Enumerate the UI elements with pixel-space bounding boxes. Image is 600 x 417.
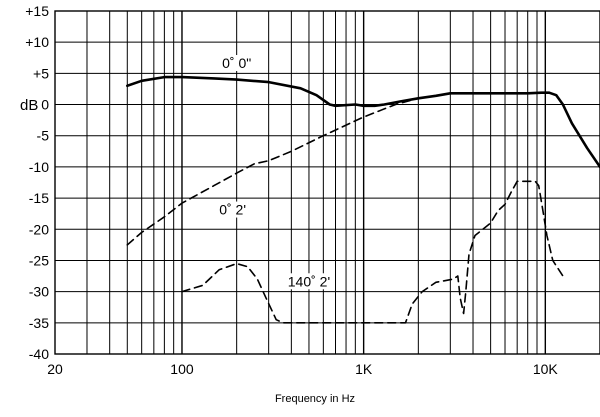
x-tick-label: 20 [47,361,63,377]
series-line [126,75,600,169]
y-tick-label: -40 [29,346,49,362]
x-axis-label: Frequency in Hz [275,393,355,405]
y-tick-label: 0 [41,97,49,113]
y-tick-label: -25 [29,252,49,268]
y-tick-label: +15 [25,3,49,19]
x-tick-label: 1K [355,361,373,377]
x-tick-label: 100 [170,361,194,377]
y-tick-label: +5 [33,65,49,81]
series-label: 0˚ 0" [222,55,251,71]
series-label: 140˚ 2' [288,273,330,289]
x-tick-label: 10K [533,361,559,377]
plot-grid [54,10,600,355]
series-label-bg [285,273,333,290]
series-label: 0˚ 2' [219,202,246,218]
y-tick-label: -5 [37,128,50,144]
plot-frame [54,10,600,355]
y-tick-label: -15 [29,190,49,206]
y-tick-label: -35 [29,315,49,331]
series-label-bg [217,201,249,218]
series-line [126,97,420,246]
y-tick-label: -10 [29,159,49,175]
plot-series [126,75,600,324]
y-axis-label: dB [20,97,38,114]
y-tick-label: +10 [25,34,49,50]
y-tick-label: -30 [29,284,49,300]
series-line [181,180,564,324]
series-label-bg [220,55,254,72]
y-tick-label: -20 [29,221,49,237]
